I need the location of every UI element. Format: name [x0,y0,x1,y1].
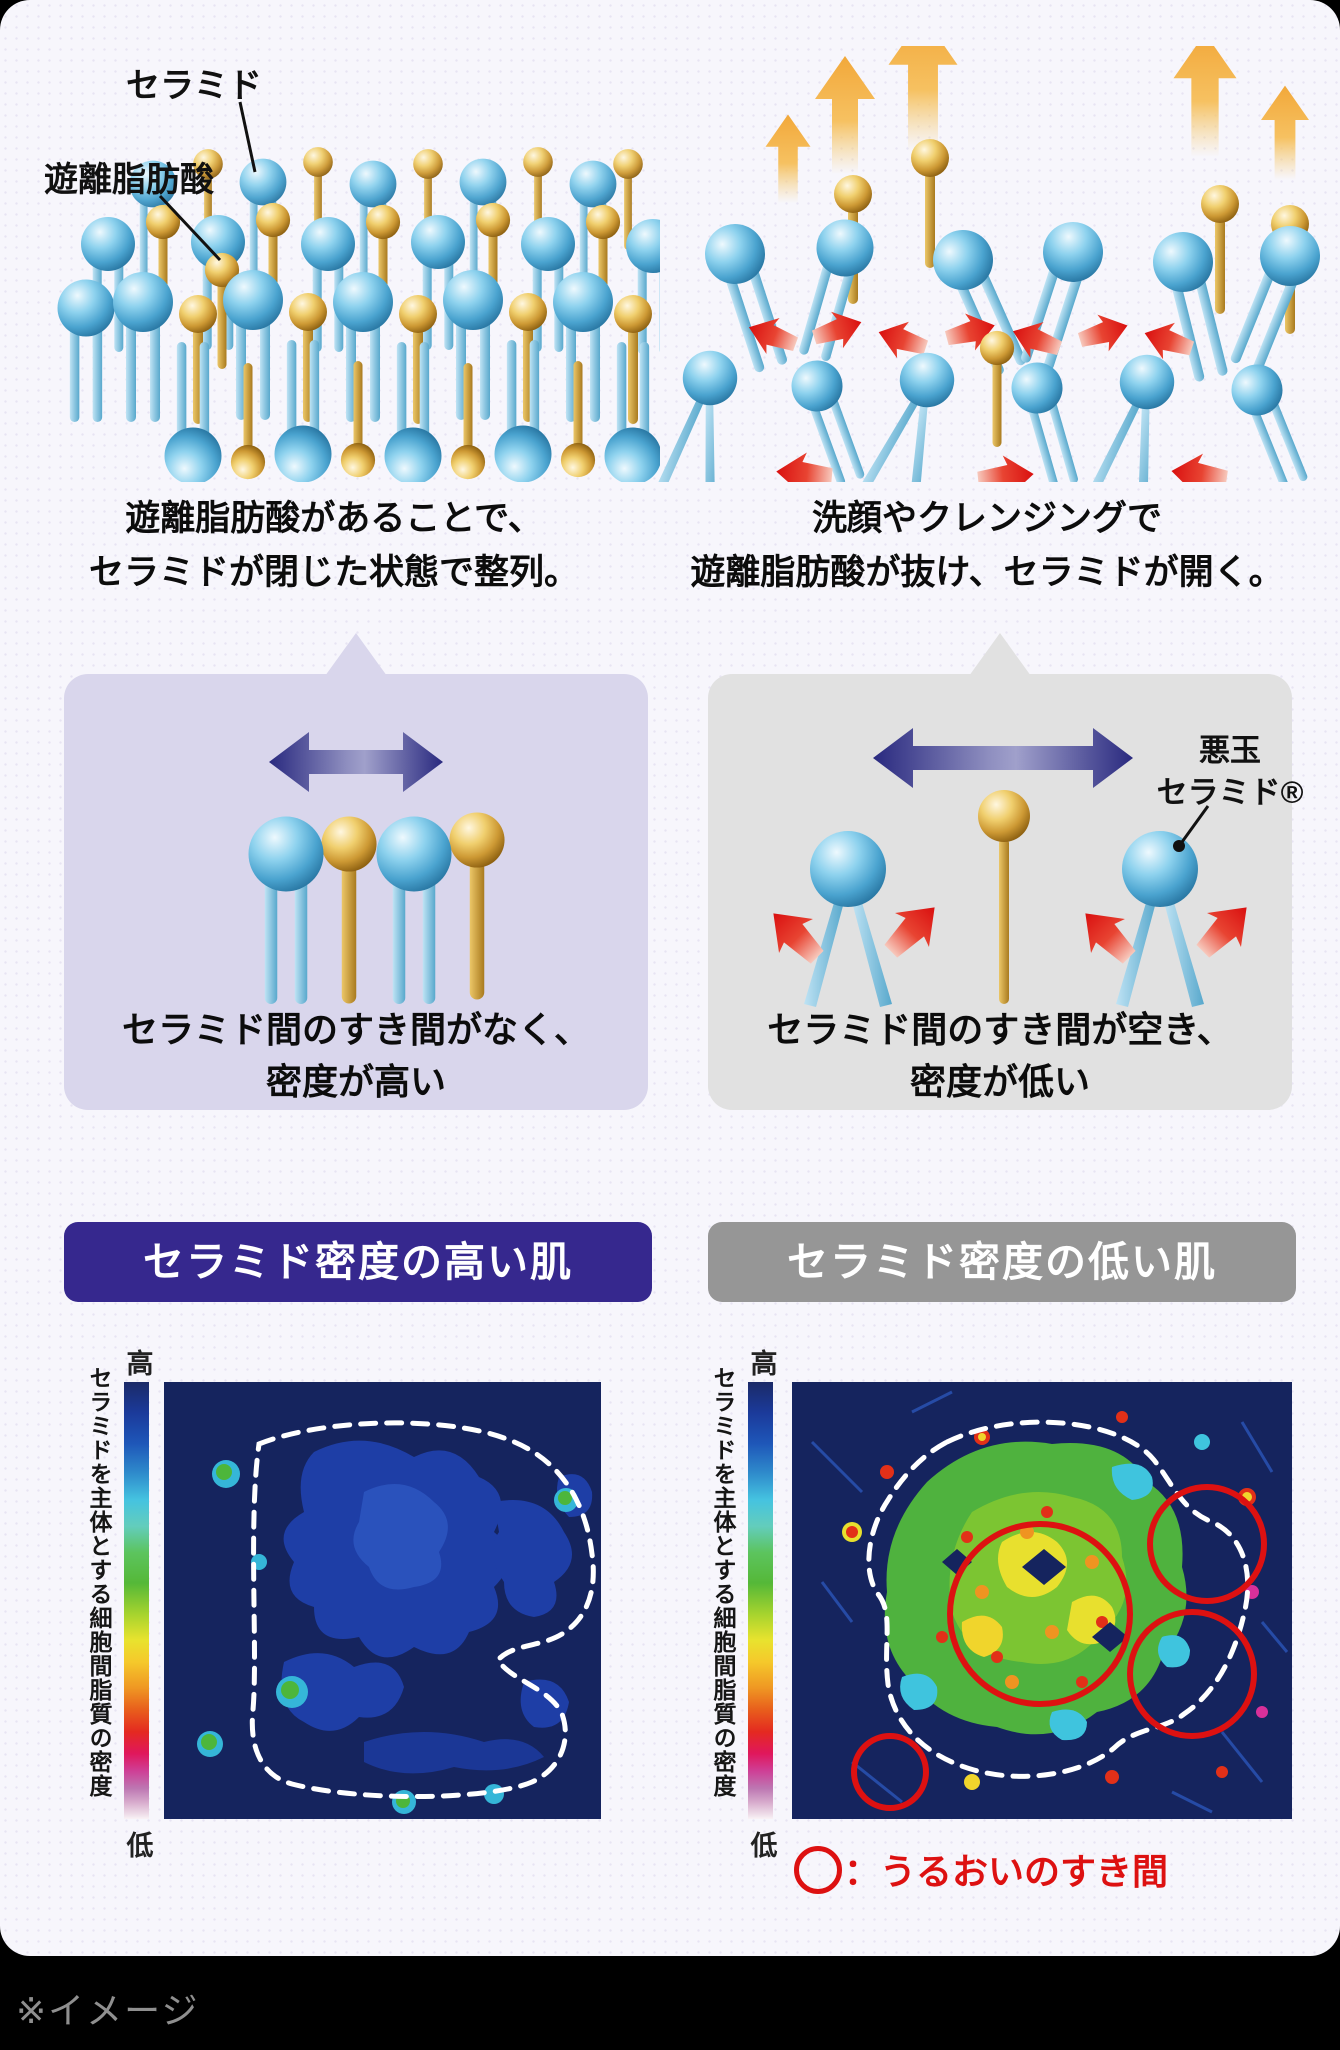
low-density-heatmap [792,1382,1292,1819]
low-density-molecules [756,728,1264,1007]
callout-line: セラミド® [1156,775,1304,810]
left-axis-label: セラミドを主体とする細胞間脂質の密度 [86,1366,112,1798]
right-color-scale [748,1382,773,1819]
high-density-banner: セラミド密度の高い肌 [64,1222,652,1302]
density-text-line: 密度が高い [265,1061,446,1102]
left-box-pointer-triangle [325,633,387,676]
opened-ceramide-layer-diagram [651,46,1320,482]
moisture-gap-circles [851,1484,1267,1811]
high-density-heatmap [164,1382,601,1819]
ordered-layer-caption: 遊離脂肪酸があることで、 セラミドが閉じた状態で整列。 [28,492,640,600]
cell-outline-dashed [249,1420,596,1799]
low-density-text: セラミド間のすき間が空き、 密度が低い [708,1004,1292,1108]
moisture-gap-legend: ：うるおいのすき間 [844,1851,1169,1892]
bad-ceramide-callout: 悪玉 セラミド® [1148,730,1312,814]
free-fatty-acid-label: 遊離脂肪酸 [44,161,214,199]
high-density-text: セラミド間のすき間がなく、 密度が高い [64,1004,648,1108]
left-scale-high-label: 高 [126,1349,154,1379]
density-text-line: 密度が低い [909,1061,1090,1102]
callout-line: 悪玉 [1199,733,1261,768]
spread-ceramide [1116,831,1204,1007]
caption-line: 遊離脂肪酸が抜け、セラミドが開く。 [690,553,1284,592]
ordered-ceramide-layer-diagram [57,101,660,482]
caption-line: 遊離脂肪酸があることで、 [125,499,543,538]
right-axis-label: セラミドを主体とする細胞間脂質の密度 [710,1366,736,1798]
double-arrow-icon [269,732,443,792]
cell-outline-dashed [866,1419,1251,1779]
free-fatty-acid [978,790,1030,1004]
spread-ceramide [804,831,892,1007]
high-density-molecules [248,732,505,1004]
caption-line: セラミドが閉じた状態で整列。 [88,553,579,592]
image-disclaimer: ※イメージ [16,1990,200,2031]
double-arrow-icon [873,728,1133,788]
density-text-line: セラミド間のすき間がなく、 [121,1009,590,1050]
right-scale-low-label: 低 [750,1831,778,1861]
opened-layer-caption: 洗顔やクレンジングで 遊離脂肪酸が抜け、セラミドが開く。 [662,492,1312,600]
left-color-scale [124,1382,149,1819]
moisture-gap-circle-icon [794,1846,842,1894]
low-density-banner: セラミド密度の低い肌 [708,1222,1296,1302]
ceramide-label: セラミド [126,67,262,105]
right-scale-high-label: 高 [750,1349,778,1379]
caption-line: 洗顔やクレンジングで [811,499,1162,538]
left-scale-low-label: 低 [126,1831,154,1861]
right-box-pointer-triangle [969,633,1031,676]
density-text-line: セラミド間のすき間が空き、 [767,1009,1233,1050]
